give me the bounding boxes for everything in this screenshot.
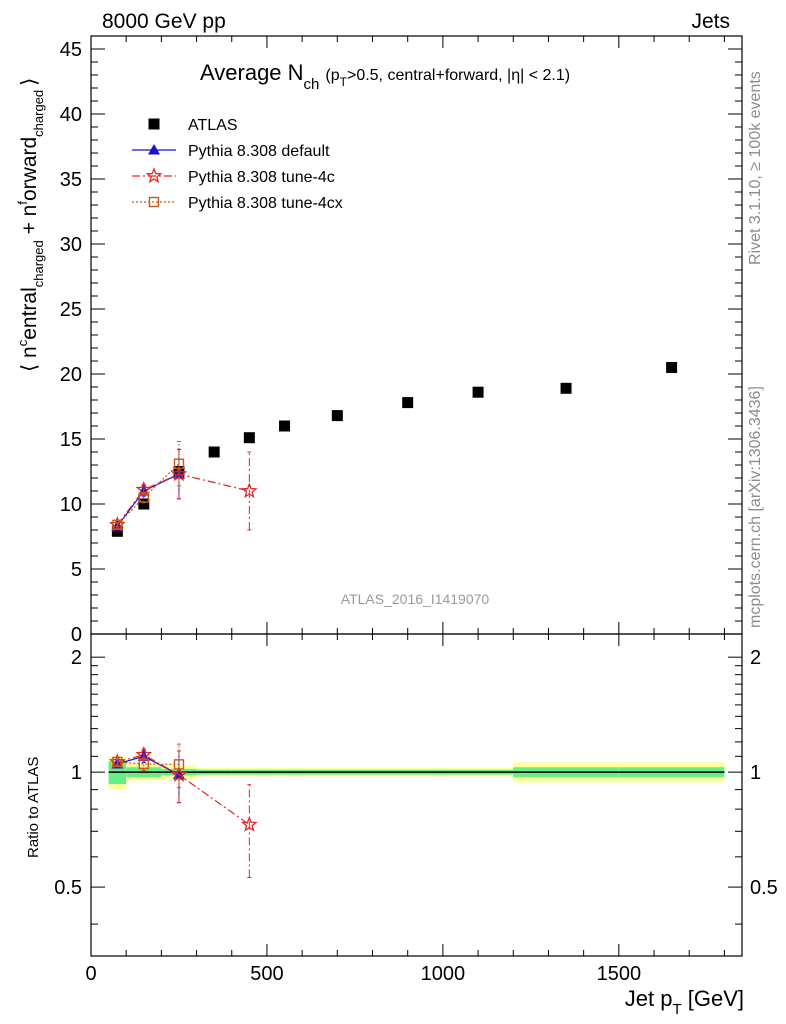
x-tick-label: 500 [250,963,283,985]
mcplots-label: mcplots.cern.ch [arXiv:1306.3436] [747,386,764,628]
legend-label: Pythia 8.308 tune-4c [188,169,335,186]
data-point [331,410,343,422]
x-tick-label: 1000 [421,963,466,985]
data-point [666,362,678,373]
x-axis-label: Jet pT [GeV] [625,986,744,1018]
x-tick-label: 1500 [597,963,642,985]
ratio-tick-label-right: 0.5 [750,877,778,899]
series-point [112,519,123,530]
ratio-panel-frame [90,633,743,957]
data-point [243,432,255,444]
main-panel-marks [109,362,678,537]
data-point [279,420,291,432]
ratio-tick-label-right: 1 [750,762,761,784]
y-tick-label: 30 [60,234,82,256]
y-tick-label: 20 [60,364,82,386]
legend-label: Pythia 8.308 default [188,143,330,160]
data-point [402,397,414,409]
x-tick-label: 0 [85,963,96,985]
y-tick-label: 10 [60,494,82,516]
header-energy-label: 8000 GeV pp [102,10,226,33]
data-point [560,382,572,394]
series-point [240,482,258,499]
data-point [472,386,484,398]
data-point [111,525,123,537]
legend-marker [148,144,160,155]
ratio-point [240,815,258,832]
ratio-axis-label: Ratio to ATLAS [25,757,42,858]
y-tick-label: 0 [71,624,82,646]
rivet-version-label: Rivet 3.1.10, ≥ 100k events [747,71,764,265]
legend-label: Pythia 8.308 tune-4cx [188,195,343,212]
data-point [138,498,150,510]
series-point [138,492,149,503]
ratio-tick-label: 0.5 [54,877,82,899]
uncertainty-bands [108,756,725,790]
legend: ATLAS Pythia 8.308 default Pythia 8.308 tu… [132,117,343,212]
ratio-tick-label: 2 [71,647,82,669]
legend-marker-atlas [148,118,160,130]
y-tick-label: 40 [60,104,82,126]
series-point [173,458,185,469]
series-line [116,473,250,526]
ratio-series-line [117,761,179,765]
legend-marker [145,167,163,184]
y-tick-label: 15 [60,429,82,451]
data-point [208,446,220,458]
ratio-point [112,756,123,768]
y-axis-label: ⟨ ncentralcharged + nforwardcharged⟩ [15,78,46,372]
axis-ticks: 0 500 1000 1500 0 5 10 15 20 25 30 35 40 45 0.5 0.5 1 1 2 2 [54,36,778,985]
ratio-tick-label: 1 [71,762,82,784]
legend-label-atlas: ATLAS [188,117,238,134]
ratio-point [138,758,149,770]
ratio-point [173,759,185,770]
chart-title: Average Nch(pT>0.5, central+forward, |η|… [200,60,570,93]
legend-marker [148,196,160,208]
y-tick-label: 5 [71,559,82,581]
y-tick-label: 25 [60,299,82,321]
ratio-tick-label-right: 2 [750,647,761,669]
y-tick-label: 45 [60,39,82,61]
header-jets-label: Jets [691,10,730,33]
y-tick-label: 35 [60,169,82,191]
ratio-panel-marks [109,743,258,878]
analysis-id-label: ATLAS_2016_I1419070 [341,591,490,607]
